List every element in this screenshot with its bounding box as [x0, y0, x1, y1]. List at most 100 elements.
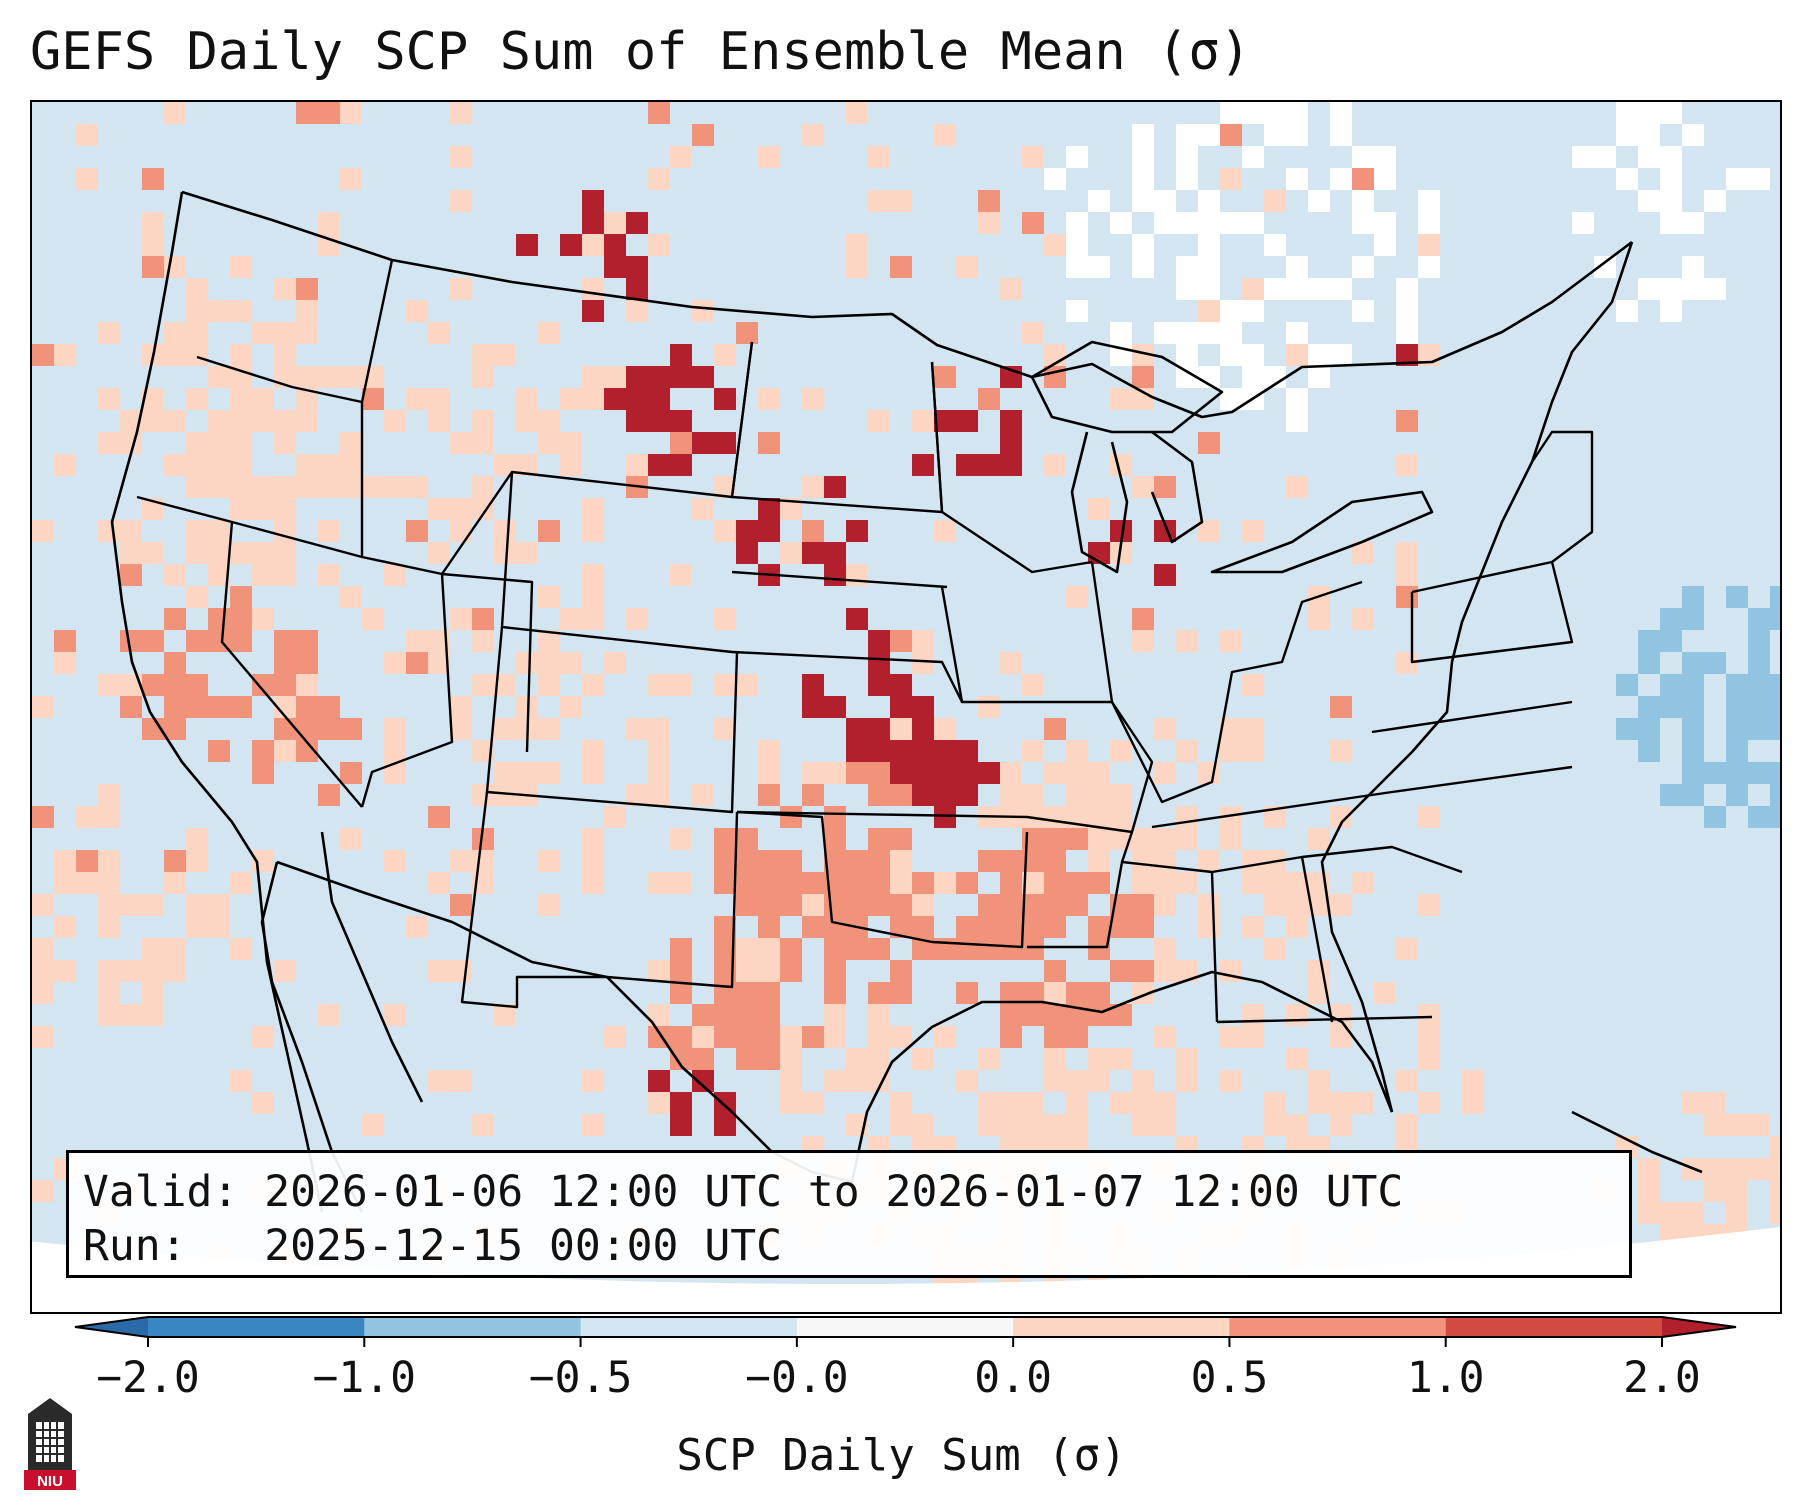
scp-cell: [1132, 344, 1154, 366]
scp-cell: [1110, 1092, 1132, 1114]
scp-cell: [1176, 1048, 1198, 1070]
scp-cell: [164, 608, 186, 630]
valid-line: Valid: 2026-01-06 12:00 UTC to 2026-01-0…: [83, 1165, 1629, 1219]
scp-cell: [1176, 256, 1198, 278]
scp-cell: [1726, 1290, 1748, 1312]
run-line: Run: 2025-12-15 00:00 UTC: [83, 1219, 1629, 1273]
scp-cell: [1770, 586, 1780, 608]
scp-cell: [1352, 608, 1374, 630]
scp-cell: [670, 674, 692, 696]
scp-cell: [1638, 1246, 1660, 1268]
scp-cell: [1726, 1246, 1748, 1268]
scp-cell: [758, 982, 780, 1004]
scp-cell: [758, 740, 780, 762]
scp-cell: [384, 762, 406, 784]
scp-cell: [758, 894, 780, 916]
scp-cell: [274, 960, 296, 982]
scp-cell: [978, 938, 1000, 960]
ar-la-ms: [1027, 831, 1134, 949]
scp-cell: [1044, 454, 1066, 476]
scp-cell: [98, 1004, 120, 1026]
scp-cell: [98, 982, 120, 1004]
scp-cell: [1286, 168, 1308, 190]
scp-cell: [1088, 828, 1110, 850]
scp-cell: [758, 520, 780, 542]
scp-cell: [1286, 1114, 1308, 1136]
scp-cell: [1594, 146, 1616, 168]
scp-cell: [1572, 146, 1594, 168]
scp-cell: [1572, 212, 1594, 234]
scp-cell: [934, 520, 956, 542]
scp-cell: [670, 146, 692, 168]
scp-cell: [208, 894, 230, 916]
scp-cell: [1044, 718, 1066, 740]
scp-cell: [1132, 828, 1154, 850]
scp-cell: [252, 1092, 274, 1114]
scp-cell: [758, 938, 780, 960]
scp-cell: [1044, 894, 1066, 916]
scp-cell: [912, 718, 934, 740]
scp-cell: [692, 300, 714, 322]
scp-cell: [296, 102, 318, 124]
scp-cell: [1066, 256, 1088, 278]
colorbar-tick-label: 2.0: [1623, 1353, 1701, 1403]
scp-cell: [626, 454, 648, 476]
scp-cell: [208, 300, 230, 322]
scp-cell: [450, 278, 472, 300]
scp-cell: [340, 432, 362, 454]
scp-cell: [1418, 212, 1440, 234]
scp-cell: [1704, 806, 1726, 828]
scp-cell: [1616, 674, 1638, 696]
scp-cell: [230, 454, 252, 476]
scp-cell: [758, 146, 780, 168]
scp-cell: [142, 982, 164, 1004]
scp-cell: [1242, 872, 1264, 894]
scp-cell: [692, 124, 714, 146]
scp-cell: [208, 916, 230, 938]
scp-cell: [956, 1070, 978, 1092]
scp-cell: [560, 608, 582, 630]
scp-cell: [1154, 872, 1176, 894]
scp-cell: [230, 432, 252, 454]
scp-cell: [1660, 278, 1682, 300]
scp-cell: [1770, 1202, 1780, 1224]
scp-cell: [98, 850, 120, 872]
scp-cell: [252, 740, 274, 762]
scp-cell: [208, 366, 230, 388]
scp-cell: [384, 1004, 406, 1026]
scp-cell: [274, 630, 296, 652]
scp-cell: [318, 476, 340, 498]
scp-cell: [626, 784, 648, 806]
scp-cell: [428, 498, 450, 520]
scp-cell: [648, 388, 670, 410]
scp-cell: [648, 454, 670, 476]
scp-cell: [384, 564, 406, 586]
scp-cell: [1132, 630, 1154, 652]
scp-cell: [1462, 1092, 1484, 1114]
scp-cell: [1220, 718, 1242, 740]
scp-cell: [934, 718, 956, 740]
scp-cell: [164, 344, 186, 366]
scp-cell: [1770, 784, 1780, 806]
scp-cell: [494, 784, 516, 806]
scp-cell: [582, 212, 604, 234]
scp-cell: [670, 828, 692, 850]
scp-cell: [1242, 300, 1264, 322]
scp-cell: [714, 388, 736, 410]
scp-cell: [208, 410, 230, 432]
scp-cell: [318, 366, 340, 388]
scp-cell: [1242, 102, 1264, 124]
scp-cell: [230, 586, 252, 608]
scp-cell: [1396, 652, 1418, 674]
scp-cell: [978, 1048, 1000, 1070]
scp-cell: [1352, 168, 1374, 190]
canada-us-border: [181, 190, 1633, 419]
scp-cell: [516, 652, 538, 674]
scp-cell: [890, 1092, 912, 1114]
scp-cell: [1132, 894, 1154, 916]
scp-cell: [956, 872, 978, 894]
scp-cell: [252, 762, 274, 784]
scp-cell: [1066, 740, 1088, 762]
scp-cell: [1396, 278, 1418, 300]
scp-cell: [186, 476, 208, 498]
